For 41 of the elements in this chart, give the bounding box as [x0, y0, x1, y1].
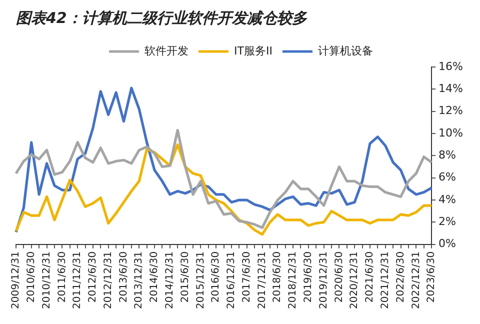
- x-tick-label: 2011/6/30: [56, 251, 68, 303]
- x-tick-label: 2009/12/31: [10, 251, 22, 310]
- chart-title: 图表42：计算机二级行业软件开发减仓较多: [16, 8, 308, 27]
- legend-label: IT服务II: [234, 44, 272, 58]
- x-tick-label: 2013/12/31: [134, 251, 145, 310]
- x-tick-label: 2015/12/31: [195, 251, 206, 310]
- y-tick-label: 0%: [438, 237, 456, 250]
- x-tick-label: 2019/12/31: [318, 251, 330, 310]
- x-tick-label: 2014/12/31: [164, 251, 176, 310]
- y-tick-label: 8%: [438, 148, 456, 162]
- x-tick-label: 2017/12/31: [256, 251, 268, 310]
- x-tick-label: 2022/6/30: [395, 251, 406, 303]
- y-tick-label: 12%: [438, 104, 464, 118]
- y-tick-label: 6%: [438, 170, 456, 184]
- x-tick-label: 2016/6/30: [210, 251, 222, 303]
- legend-label: 计算机设备: [318, 44, 373, 58]
- x-tick-label: 2020/12/31: [349, 251, 360, 310]
- y-tick-label: 2%: [438, 215, 456, 228]
- x-tick-label: 2023/6/30: [426, 251, 438, 303]
- x-tick-label: 2013/6/30: [118, 251, 130, 303]
- x-tick-label: 2012/6/30: [88, 251, 99, 303]
- y-tick-label: 4%: [438, 192, 456, 206]
- y-tick-label: 16%: [438, 60, 464, 73]
- x-tick-label: 2012/12/31: [102, 251, 114, 310]
- x-tick-label: 2018/12/31: [288, 251, 299, 310]
- y-tick-label: 10%: [438, 126, 464, 140]
- legend-label: 软件开发: [144, 44, 189, 58]
- x-tick-label: 2021/6/30: [364, 251, 376, 303]
- x-tick-label: 2010/12/31: [41, 251, 52, 310]
- x-tick-label: 2019/6/30: [303, 251, 314, 303]
- x-tick-label: 2011/12/31: [72, 251, 84, 310]
- x-tick-label: 2014/6/30: [149, 251, 160, 303]
- x-tick-label: 2020/6/30: [334, 251, 345, 303]
- x-tick-label: 2021/12/31: [380, 251, 391, 310]
- x-tick-label: 2017/6/30: [241, 251, 252, 303]
- x-tick-label: 2010/6/30: [26, 251, 37, 303]
- x-tick-label: 2016/12/31: [226, 251, 238, 310]
- x-tick-label: 2022/12/31: [410, 251, 422, 310]
- y-tick-label: 14%: [438, 82, 464, 96]
- x-tick-label: 2015/6/30: [180, 251, 191, 303]
- x-tick-label: 2018/6/30: [272, 251, 284, 303]
